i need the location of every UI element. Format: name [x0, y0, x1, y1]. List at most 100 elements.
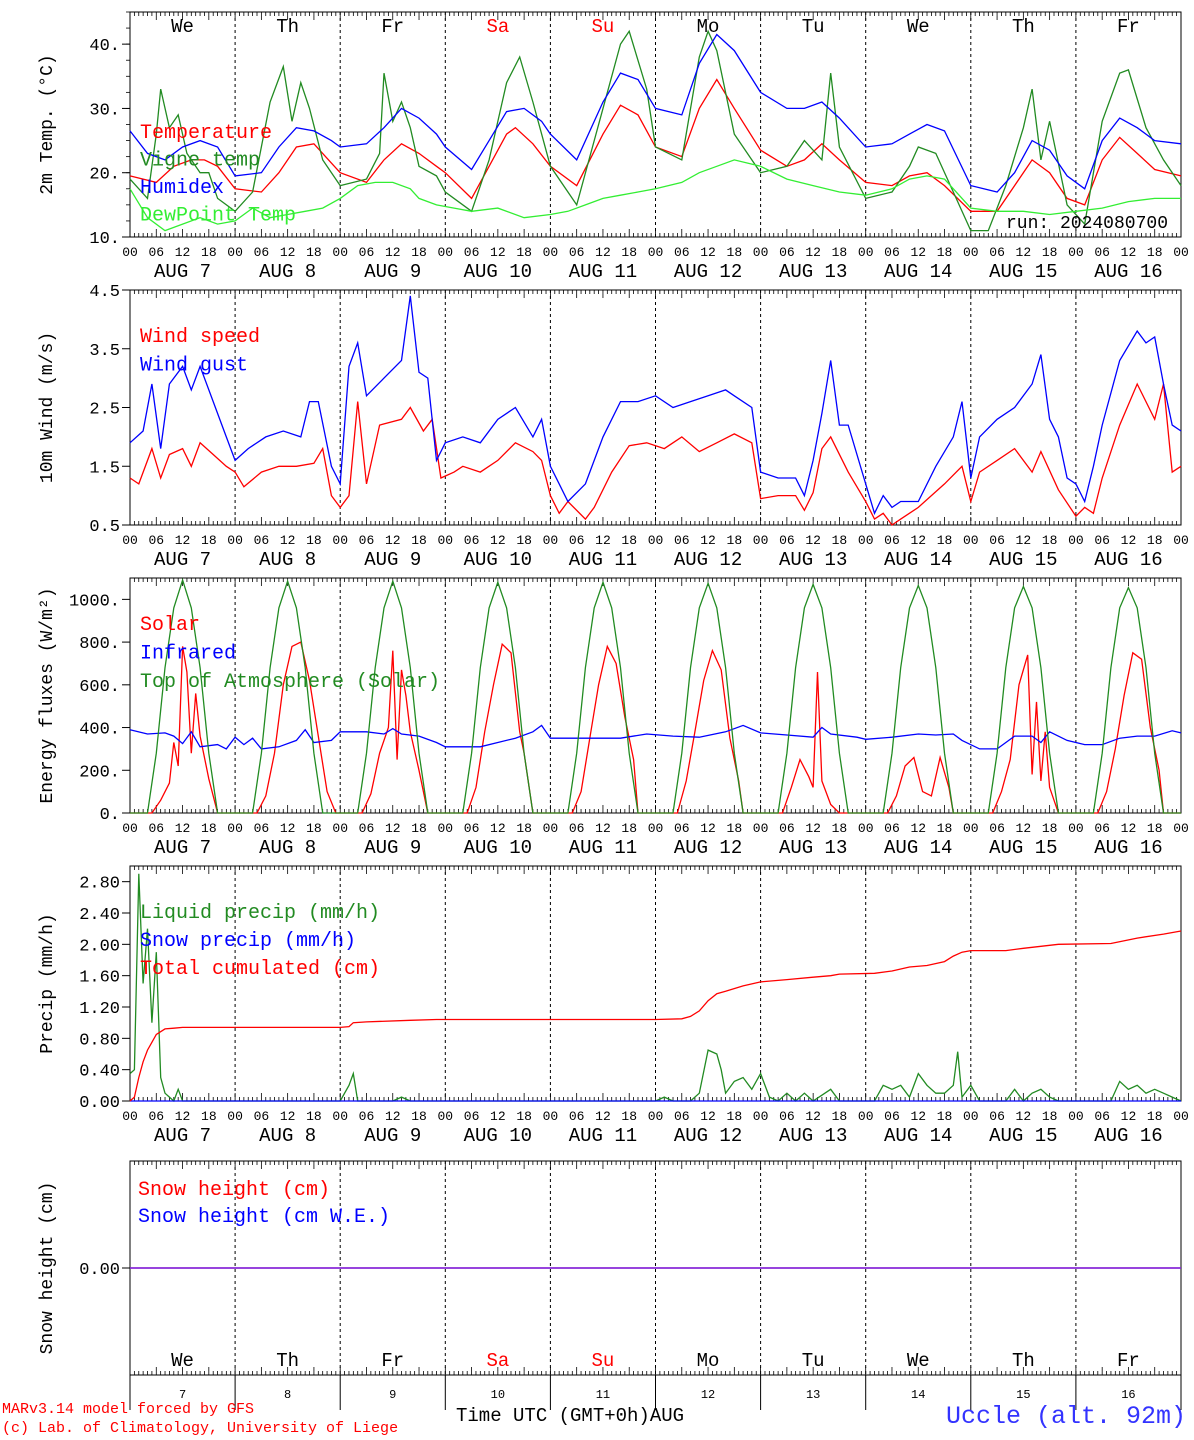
hour-tick-label: 18 — [937, 245, 953, 260]
hour-tick-label: 12 — [700, 245, 716, 260]
legend-entry: Snow precip (mm/h) — [140, 930, 356, 953]
hour-tick-label: 12 — [280, 1109, 296, 1124]
hour-tick-label: 00 — [1173, 533, 1189, 548]
hour-tick-label: 06 — [359, 821, 375, 836]
hour-tick-label: 12 — [595, 1109, 611, 1124]
y-axis-label: 10m Wind (m/s) — [38, 332, 58, 483]
hour-tick-label: 18 — [1042, 533, 1058, 548]
hour-tick-label: 12 — [805, 533, 821, 548]
weekday-label: Sa — [486, 1350, 509, 1372]
series-line-dewpoint-temp — [129, 159, 1181, 232]
date-label: AUG 8 — [259, 837, 316, 859]
hour-tick-label: 00 — [1173, 821, 1189, 836]
series-line-humidex — [129, 33, 1182, 193]
date-label: AUG 12 — [674, 837, 742, 859]
hour-tick-label: 12 — [385, 821, 401, 836]
legend-entry: Total cumulated (cm) — [140, 958, 380, 981]
y-tick-label: 1000. — [69, 592, 120, 611]
weekday-label: We — [171, 1350, 194, 1372]
y-axis-label: 2m Temp. (°C) — [38, 54, 58, 194]
date-label: AUG 14 — [884, 261, 952, 283]
hour-tick-label: 18 — [411, 533, 427, 548]
hour-tick-label: 00 — [963, 533, 979, 548]
weekday-label: Fr — [381, 1350, 404, 1372]
hour-tick-label: 06 — [569, 533, 585, 548]
hour-tick-label: 18 — [1042, 1109, 1058, 1124]
date-label: AUG 8 — [259, 1125, 316, 1147]
y-tick-label: 4.5 — [89, 283, 120, 302]
hour-tick-label: 00 — [648, 821, 664, 836]
hour-tick-label: 00 — [227, 1109, 243, 1124]
hour-tick-label: 00 — [332, 821, 348, 836]
date-label: AUG 7 — [154, 837, 211, 859]
date-label: AUG 11 — [569, 261, 637, 283]
hour-tick-label: 06 — [989, 1109, 1005, 1124]
hour-tick-label: 12 — [700, 533, 716, 548]
hour-tick-label: 06 — [674, 1109, 690, 1124]
hour-tick-label: 06 — [148, 1109, 164, 1124]
hour-tick-label: 18 — [832, 245, 848, 260]
hour-tick-label: 06 — [359, 533, 375, 548]
hour-tick-label: 18 — [832, 821, 848, 836]
hour-tick-label: 00 — [437, 1109, 453, 1124]
hour-tick-label: 06 — [464, 1109, 480, 1124]
hour-tick-label: 06 — [674, 245, 690, 260]
y-tick-label: 0.00 — [79, 1261, 120, 1280]
hour-tick-label: 06 — [569, 245, 585, 260]
hour-tick-label: 18 — [621, 245, 637, 260]
weekday-label: Fr — [1117, 16, 1140, 38]
hour-tick-label: 00 — [858, 821, 874, 836]
date-label: AUG 7 — [154, 549, 211, 571]
hour-tick-label: 18 — [516, 533, 532, 548]
date-label: AUG 8 — [259, 549, 316, 571]
hour-tick-label: 00 — [1173, 245, 1189, 260]
hour-tick-label: 00 — [858, 245, 874, 260]
weekday-label: Tu — [802, 1350, 825, 1372]
y-tick-label: 10. — [89, 230, 120, 249]
hour-tick-label: 00 — [543, 533, 559, 548]
hour-tick-label: 12 — [280, 533, 296, 548]
panel-1: 10. 20. 30. 40. 2m Temp. (°C) Temperature Vign… — [38, 11, 1189, 283]
hour-tick-label: 06 — [779, 821, 795, 836]
hour-tick-label: 06 — [884, 1109, 900, 1124]
legend-entry: Liquid precip (mm/h) — [140, 902, 380, 925]
y-tick-label: 0.5 — [89, 518, 120, 537]
hour-tick-label: 18 — [516, 245, 532, 260]
hour-tick-label: 12 — [175, 1109, 191, 1124]
hour-tick-label: 18 — [201, 533, 217, 548]
day-number: 11 — [596, 1388, 610, 1402]
hour-tick-label: 18 — [1042, 245, 1058, 260]
hour-tick-label: 18 — [201, 1109, 217, 1124]
hour-tick-label: 06 — [254, 821, 270, 836]
plot-frame — [129, 11, 1182, 238]
date-label: AUG 14 — [884, 549, 952, 571]
legend-entry: Snow height (cm) — [138, 1179, 330, 1202]
legend-entry: Top of Atmosphere (Solar) — [140, 671, 440, 694]
y-tick-label: 1.5 — [89, 459, 120, 478]
panel-5: 0.00 Snow height (cm) Snow height (cm) Snow… — [38, 1160, 1182, 1410]
hour-tick-label: 06 — [884, 533, 900, 548]
hour-tick-label: 06 — [989, 821, 1005, 836]
panel-2: 0.5 1.5 2.5 3.5 4.5 10m Wind (m/s) Wind speed W… — [38, 283, 1189, 571]
hour-tick-label: 12 — [1016, 821, 1032, 836]
day-number: 14 — [911, 1388, 925, 1402]
hour-tick-label: 18 — [621, 1109, 637, 1124]
panel-3: 0. 200. 400. 600. 800. 1000. Energy fluxes (W/… — [38, 577, 1189, 859]
date-label: AUG 7 — [154, 1125, 211, 1147]
y-tick-label: 0.80 — [79, 1031, 120, 1050]
hour-tick-label: 18 — [306, 1109, 322, 1124]
hour-tick-label: 12 — [595, 533, 611, 548]
date-label: AUG 13 — [779, 549, 847, 571]
weekday-label: We — [171, 16, 194, 38]
hour-tick-label: 00 — [543, 821, 559, 836]
y-tick-label: 800. — [79, 635, 120, 654]
hour-tick-label: 06 — [148, 245, 164, 260]
hour-tick-label: 06 — [359, 245, 375, 260]
hour-tick-label: 18 — [832, 1109, 848, 1124]
y-tick-label: 0.00 — [79, 1094, 120, 1113]
hour-tick-label: 12 — [280, 821, 296, 836]
hour-tick-label: 06 — [464, 245, 480, 260]
hour-tick-label: 12 — [1016, 533, 1032, 548]
hour-tick-label: 18 — [1147, 1109, 1163, 1124]
hour-tick-label: 12 — [805, 821, 821, 836]
